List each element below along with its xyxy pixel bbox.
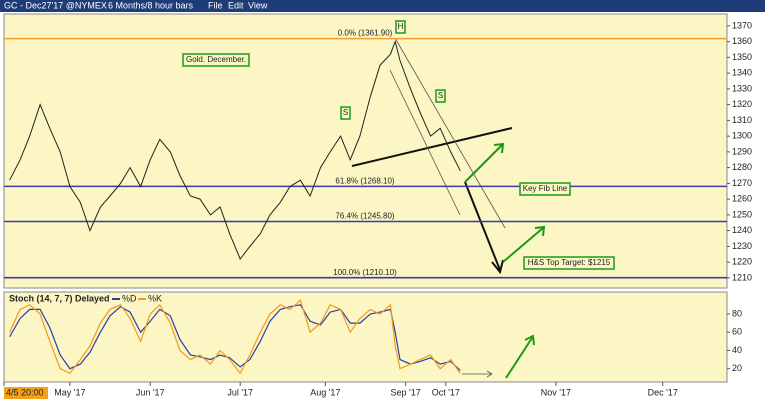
y-tick-label: 1210 xyxy=(732,272,752,282)
x-tick-highlight xyxy=(4,387,48,399)
annotation: S xyxy=(343,108,348,117)
annotation: Gold. December. xyxy=(186,55,246,64)
legend-label: %D xyxy=(122,293,137,303)
stoch-title: Stoch (14, 7, 7) Delayed xyxy=(9,293,110,303)
y-tick-label: 1300 xyxy=(732,131,752,141)
symbol: GC - Dec27'17 @NYMEX xyxy=(4,0,107,10)
annotation-box xyxy=(340,106,351,120)
channel-line xyxy=(389,69,461,216)
y-tick-label: 1240 xyxy=(732,225,752,235)
legend-label: %K xyxy=(148,293,162,303)
annotation: Key Fib Line xyxy=(523,184,568,193)
header: GC - Dec27'17 @NYMEX 6 Months/8 hour bar… xyxy=(0,0,765,12)
y-tick-label: 1290 xyxy=(732,146,752,156)
menu-file[interactable]: File xyxy=(208,0,223,10)
fib-label: 76.4% (1245.80) xyxy=(335,212,394,221)
y-tick-label: 1320 xyxy=(732,99,752,109)
y-tick-label: 1260 xyxy=(732,194,752,204)
y-tick-label: 1220 xyxy=(732,257,752,267)
annotation: H&S Top Target: $1215 xyxy=(528,258,611,267)
y-tick-label: 80 xyxy=(732,308,742,318)
annotation: H xyxy=(398,22,404,31)
fib-label: 61.8% (1268.10) xyxy=(335,176,394,185)
header-bar xyxy=(0,0,765,12)
y-tick-label: 20 xyxy=(732,363,742,373)
y-tick-label: 1310 xyxy=(732,115,752,125)
y-tick-label: 60 xyxy=(732,327,742,337)
y-tick-label: 1360 xyxy=(732,36,752,46)
annotation-box xyxy=(182,53,250,67)
y-tick-label: 1330 xyxy=(732,83,752,93)
arrow-head xyxy=(534,225,546,237)
x-tick-label: May '17 xyxy=(54,387,85,397)
y-tick-label: 1250 xyxy=(732,209,752,219)
channel-line xyxy=(394,37,506,229)
x-tick-label: Aug '17 xyxy=(310,387,340,397)
arrow-down xyxy=(464,181,501,271)
y-tick-label: 1280 xyxy=(732,162,752,172)
period: 6 Months/8 hour bars xyxy=(108,0,194,10)
stoch-panel xyxy=(3,291,728,383)
x-tick-label: Jul '17 xyxy=(227,387,253,397)
x-tick-label: Sep '17 xyxy=(391,387,421,397)
arrow-head xyxy=(493,142,505,154)
arrow-head xyxy=(486,370,493,378)
menu-view[interactable]: View xyxy=(248,0,268,10)
annotation-box xyxy=(523,256,615,270)
x-tick-label: Nov '17 xyxy=(541,387,571,397)
y-tick-label: 1340 xyxy=(732,68,752,78)
y-tick-label: 1350 xyxy=(732,52,752,62)
series-line xyxy=(9,299,461,375)
annotation-box xyxy=(395,20,406,34)
annotation-box xyxy=(435,89,446,103)
price-panel xyxy=(3,13,728,289)
x-tick-label: 4/5 20:00 xyxy=(6,387,44,397)
annotation: S xyxy=(438,91,443,100)
drawings xyxy=(351,37,546,379)
x-tick-label: Jun '17 xyxy=(136,387,165,397)
arrow-up xyxy=(502,227,544,263)
arrow-head xyxy=(524,334,535,346)
annotation-box xyxy=(519,182,571,196)
y-tick-label: 1270 xyxy=(732,178,752,188)
y-tick-label: 1370 xyxy=(732,20,752,30)
arrow-up xyxy=(505,337,533,379)
fib-label: 0.0% (1361.90) xyxy=(338,29,393,38)
y-tick-label: 40 xyxy=(732,345,742,355)
x-tick-label: Oct '17 xyxy=(432,387,460,397)
menu-edit[interactable]: Edit xyxy=(228,0,244,10)
series-line xyxy=(9,39,461,260)
y-tick-label: 1230 xyxy=(732,241,752,251)
arrow-head xyxy=(491,259,504,275)
neckline xyxy=(351,127,513,167)
fib-label: 100.0% (1210.10) xyxy=(333,268,397,277)
x-tick-label: Dec '17 xyxy=(648,387,678,397)
arrow-up xyxy=(464,144,503,183)
